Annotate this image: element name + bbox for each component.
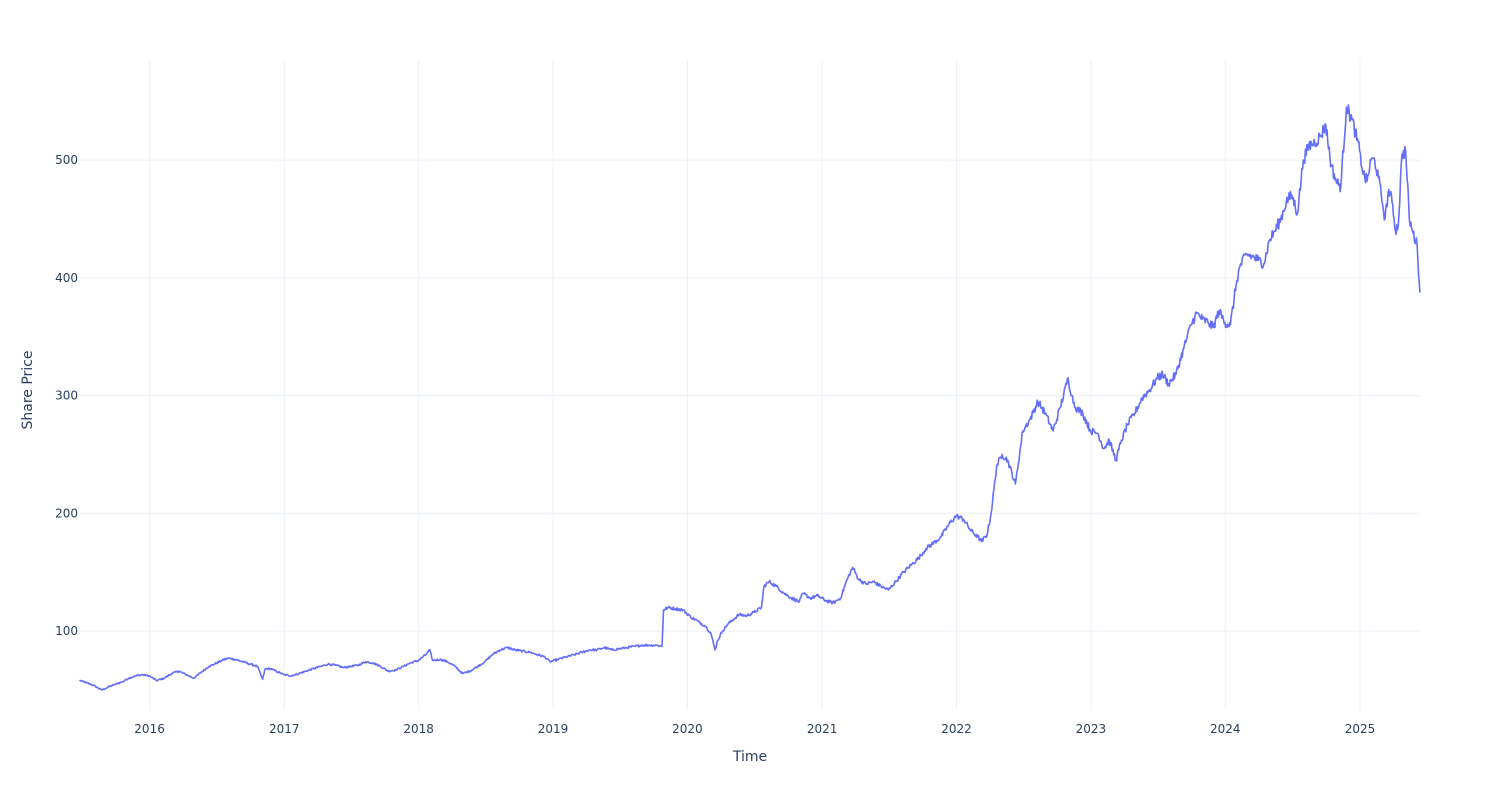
x-tick-label: 2016	[134, 722, 165, 736]
y-tick-label: 100	[55, 624, 78, 638]
x-tick-labels: 2016 2017 2018 2019 2020 2021 2022 2023 2024 2025	[134, 722, 1375, 736]
x-tick-label: 2017	[269, 722, 300, 736]
y-tick-label: 300	[55, 389, 78, 403]
y-tick-label: 200	[55, 506, 78, 520]
y-tick-labels: 100 200 300 400 500	[55, 153, 78, 638]
x-tick-label: 2023	[1076, 722, 1107, 736]
y-gridlines	[80, 159, 1420, 632]
x-tick-label: 2018	[403, 722, 434, 736]
y-tick-label: 500	[55, 153, 78, 167]
y-axis-title: Share Price	[20, 350, 36, 429]
x-tick-label: 2021	[807, 722, 838, 736]
x-tick-label: 2019	[538, 722, 569, 736]
x-tick-label: 2025	[1345, 722, 1376, 736]
share-price-series-line	[79, 104, 1421, 691]
y-tick-label: 400	[55, 271, 78, 285]
x-tick-label: 2024	[1210, 722, 1241, 736]
x-tick-label: 2020	[672, 722, 703, 736]
x-tick-label: 2022	[941, 722, 972, 736]
x-gridlines	[149, 60, 1361, 710]
x-axis-title: Time	[732, 749, 767, 765]
